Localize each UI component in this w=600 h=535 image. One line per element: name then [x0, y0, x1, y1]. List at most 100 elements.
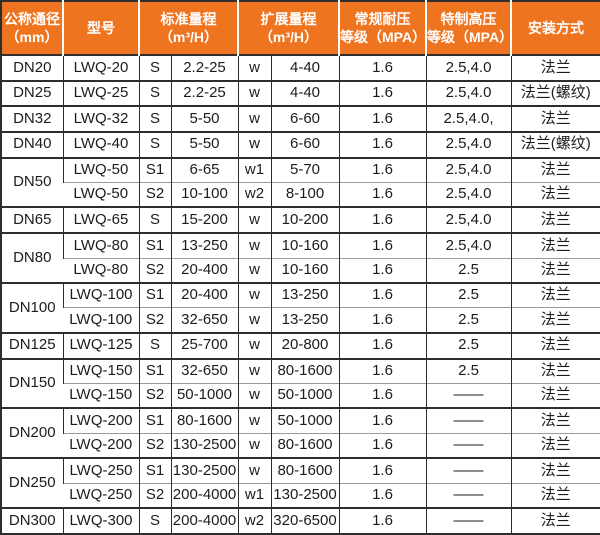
- pressure-high-cell: ——: [425, 507, 511, 534]
- pressure-high-cell: ——: [425, 383, 511, 409]
- install-cell: 法兰: [510, 457, 600, 484]
- model-cell: LWQ-100: [62, 282, 139, 308]
- pressure-normal-cell: 1.6: [338, 383, 426, 409]
- pressure-normal-cell: 1.6: [338, 507, 426, 534]
- extended-label-cell: w: [237, 130, 271, 158]
- model-cell: LWQ-200: [63, 432, 139, 459]
- pressure-high-cell: 2.5: [425, 331, 511, 359]
- pressure-high-cell: ——: [425, 407, 511, 434]
- table-row: DN80 LWQ-80 S1 13-250 w 10-160 1.6 2.5,4.0 法兰: [1, 232, 600, 284]
- extended-range-cell: 13-250: [270, 282, 339, 308]
- diameter-cell: DN100: [1, 282, 63, 333]
- table-row: DN150 LWQ-150 S1 32-650 w 80-1600 1.6 2.5 法兰: [1, 357, 600, 409]
- install-cell: 法兰: [510, 156, 600, 183]
- pressure-high-cell: 2.5,4.0,: [425, 105, 511, 132]
- pressure-high-cell: 2.5,4.0: [425, 130, 511, 158]
- pressure-normal-cell: 1.6: [338, 357, 426, 384]
- standard-label-cell: S2: [138, 182, 171, 208]
- pressure-normal-cell: 1.6: [338, 407, 426, 434]
- install-cell: 法兰(螺纹): [510, 79, 600, 107]
- model-cell: LWQ-150: [62, 357, 139, 384]
- extended-range-cell: 4-40: [270, 79, 339, 107]
- pressure-high-cell: 2.5,4.0: [425, 182, 511, 208]
- pressure-high-cell: 2.5: [425, 357, 511, 384]
- extended-range-cell: 13-250: [270, 307, 339, 333]
- install-cell: 法兰: [510, 182, 600, 208]
- extended-range-cell: 8-100: [270, 182, 339, 208]
- diameter-cell: DN300: [1, 507, 63, 534]
- install-cell: 法兰: [510, 307, 600, 333]
- standard-range-cell: 50-1000: [170, 383, 238, 409]
- install-cell: 法兰: [510, 54, 600, 81]
- table-row: LWQ-200 S2 130-2500 w 80-1600 1.6 —— 法兰: [1, 432, 600, 459]
- table-row: DN25 LWQ-25 S 2.2-25 w 4-40 1.6 2.5,4.0 法兰(螺纹): [1, 79, 600, 107]
- header-diameter: 公称通径 （mm）: [1, 1, 63, 55]
- table-row: LWQ-250 S2 200-4000 w1 130-2500 1.6 —— 法兰: [1, 482, 600, 509]
- diameter-cell: DN80: [1, 232, 63, 284]
- extended-range-cell: 80-1600: [270, 432, 339, 459]
- extended-label-cell: w: [237, 357, 271, 384]
- pressure-high-cell: 2.5: [425, 282, 511, 308]
- table-row: DN65 LWQ-65 S 15-200 w 10-200 1.6 2.5,4.0 法兰: [1, 206, 600, 234]
- standard-range-cell: 5-50: [170, 130, 238, 158]
- table-row: DN100 LWQ-100 S1 20-400 w 13-250 1.6 2.5 法兰: [1, 282, 600, 333]
- pressure-normal-cell: 1.6: [338, 182, 426, 208]
- extended-label-cell: w: [237, 206, 271, 234]
- header-normal-pressure: 常规耐压 等级（MPA）: [338, 1, 426, 55]
- model-cell: LWQ-50: [62, 156, 139, 183]
- standard-label-cell: S: [138, 105, 171, 132]
- extended-range-cell: 50-1000: [270, 407, 339, 434]
- pressure-normal-cell: 1.6: [338, 331, 426, 359]
- model-cell: LWQ-300: [62, 507, 139, 534]
- install-cell: 法兰: [510, 432, 600, 459]
- pressure-normal-cell: 1.6: [338, 232, 426, 259]
- extended-range-cell: 80-1600: [270, 457, 339, 484]
- install-cell: 法兰: [510, 482, 600, 509]
- pressure-normal-cell: 1.6: [338, 156, 426, 183]
- standard-label-cell: S1: [138, 357, 171, 384]
- standard-range-cell: 2.2-25: [170, 54, 238, 81]
- standard-label-cell: S: [138, 206, 171, 234]
- standard-label-cell: S: [138, 79, 171, 107]
- header-standard-range: 标准量程 （m³/H）: [138, 1, 238, 55]
- pressure-normal-cell: 1.6: [338, 105, 426, 132]
- header-installation: 安装方式: [510, 1, 600, 55]
- table-row: DN40 LWQ-40 S 5-50 w 6-60 1.6 2.5,4.0 法兰(螺纹): [1, 130, 600, 158]
- extended-label-cell: w2: [237, 182, 271, 208]
- pressure-high-cell: 2.5: [425, 307, 511, 333]
- standard-range-cell: 32-650: [170, 357, 238, 384]
- diameter-cell: DN200: [1, 407, 63, 459]
- pressure-normal-cell: 1.6: [338, 206, 426, 234]
- standard-label-cell: S2: [138, 432, 171, 459]
- header-row: 公称通径 （mm） 型号 标准量程 （m³/H） 扩展量程 （m³/H） 常规耐…: [1, 1, 600, 55]
- extended-range-cell: 320-6500: [270, 507, 339, 534]
- model-cell: LWQ-100: [63, 307, 139, 333]
- pressure-normal-cell: 1.6: [338, 130, 426, 158]
- diameter-cell: DN25: [1, 79, 63, 107]
- model-cell: LWQ-125: [62, 331, 139, 359]
- pressure-normal-cell: 1.6: [338, 307, 426, 333]
- pressure-normal-cell: 1.6: [338, 432, 426, 459]
- standard-range-cell: 200-4000: [170, 482, 238, 509]
- standard-range-cell: 80-1600: [170, 407, 238, 434]
- install-cell: 法兰: [510, 282, 600, 308]
- pressure-high-cell: 2.5,4.0: [425, 156, 511, 183]
- standard-label-cell: S: [138, 130, 171, 158]
- install-cell: 法兰: [510, 357, 600, 384]
- install-cell: 法兰: [510, 507, 600, 534]
- pressure-normal-cell: 1.6: [338, 79, 426, 107]
- header-high-pressure: 特制高压 等级（MPA）: [425, 1, 513, 55]
- standard-label-cell: S1: [138, 407, 171, 434]
- standard-label-cell: S2: [138, 257, 171, 284]
- standard-label-cell: S2: [138, 307, 171, 333]
- standard-range-cell: 130-2500: [170, 432, 238, 459]
- diameter-cell: DN250: [1, 457, 63, 509]
- model-cell: LWQ-25: [62, 79, 139, 107]
- extended-label-cell: w: [237, 257, 271, 284]
- model-cell: LWQ-150: [63, 383, 139, 409]
- table-row: DN50 LWQ-50 S1 6-65 w1 5-70 1.6 2.5,4.0 法兰: [1, 156, 600, 208]
- pressure-high-cell: 2.5,4.0: [425, 79, 511, 107]
- extended-range-cell: 10-200: [270, 206, 339, 234]
- install-cell: 法兰: [510, 257, 600, 284]
- header-extended-range: 扩展量程 （m³/H）: [237, 1, 339, 55]
